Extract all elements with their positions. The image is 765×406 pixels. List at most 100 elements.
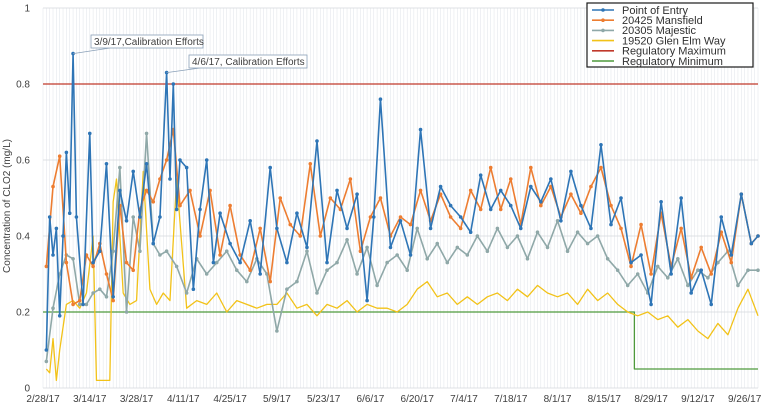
- data-point-point-of-entry: [151, 241, 156, 246]
- data-point-20305-majestic: [164, 249, 169, 253]
- data-point-20305-majestic: [565, 249, 570, 253]
- x-tick-label: 6/6/17: [357, 394, 385, 405]
- data-point-20305-majestic: [184, 291, 189, 295]
- legend-marker-20305-majestic: [601, 28, 605, 33]
- data-point-20305-majestic: [325, 268, 329, 273]
- data-point-20425-mansfield: [699, 245, 704, 250]
- x-tick-label: 9/26/17: [728, 394, 762, 405]
- data-point-20425-mansfield: [478, 207, 483, 212]
- data-point-20425-mansfield: [218, 253, 222, 257]
- data-point-20305-majestic: [665, 276, 670, 280]
- data-point-point-of-entry: [118, 188, 122, 193]
- annotation-box: [90, 34, 204, 49]
- data-point-20425-mansfield: [124, 260, 129, 265]
- data-point-20305-majestic: [746, 268, 750, 273]
- data-point-20425-mansfield: [64, 260, 69, 265]
- data-point-point-of-entry: [408, 253, 413, 257]
- y-tick-label: 0.8: [16, 80, 30, 91]
- data-point-point-of-entry: [57, 314, 62, 318]
- data-point-point-of-entry: [131, 169, 136, 174]
- data-point-20425-mansfield: [378, 196, 383, 200]
- data-point-20425-mansfield: [508, 177, 513, 181]
- data-point-20425-mansfield: [629, 264, 633, 269]
- data-point-20305-majestic: [71, 257, 75, 261]
- data-point-20305-majestic: [716, 260, 720, 265]
- data-point-point-of-entry: [739, 192, 744, 196]
- data-point-point-of-entry: [709, 302, 714, 307]
- annotation-label: 4/6/17, Calibration Efforts: [192, 57, 305, 68]
- data-point-20425-mansfield: [709, 272, 714, 276]
- legend-label-point-of-entry: Point of Entry: [622, 5, 689, 17]
- data-point-point-of-entry: [211, 260, 216, 265]
- data-point-20305-majestic: [77, 302, 82, 307]
- data-point-20425-mansfield: [268, 279, 272, 284]
- data-point-20425-mansfield: [589, 184, 593, 189]
- data-point-20425-mansfield: [71, 302, 75, 307]
- data-point-20425-mansfield: [358, 249, 363, 253]
- x-tick-label: 8/29/17: [634, 394, 668, 405]
- data-point-point-of-entry: [699, 268, 704, 273]
- data-point-20305-majestic: [138, 249, 142, 253]
- data-point-point-of-entry: [388, 245, 393, 250]
- data-point-20305-majestic: [545, 245, 550, 250]
- y-tick-label: 1: [24, 4, 30, 15]
- data-point-20425-mansfield: [649, 272, 653, 276]
- data-point-20305-majestic: [315, 291, 319, 295]
- data-point-point-of-entry: [275, 226, 279, 231]
- x-tick-label: 7/4/17: [450, 394, 478, 405]
- x-tick-label: 7/18/17: [494, 394, 528, 405]
- data-point-20425-mansfield: [258, 226, 262, 231]
- data-point-point-of-entry: [355, 192, 359, 196]
- data-point-20425-mansfield: [144, 188, 149, 193]
- data-point-20305-majestic: [214, 260, 219, 265]
- data-point-point-of-entry: [549, 177, 553, 181]
- legend-label-20305-majestic: 20305 Majestic: [622, 25, 696, 37]
- data-point-20305-majestic: [295, 279, 299, 284]
- y-tick-label: 0: [24, 384, 30, 395]
- data-point-20305-majestic: [158, 253, 162, 257]
- annotation-box: [188, 54, 308, 69]
- data-point-point-of-entry: [61, 234, 65, 238]
- data-point-20425-mansfield: [164, 158, 169, 162]
- data-point-20425-mansfield: [308, 162, 313, 166]
- legend-label-20425-mansfield: 20425 Mansfield: [622, 15, 703, 27]
- legend-marker-20425-mansfield: [601, 18, 605, 23]
- data-point-20425-mansfield: [599, 165, 603, 170]
- x-tick-label: 3/14/17: [73, 394, 107, 405]
- data-point-point-of-entry: [111, 295, 115, 299]
- data-point-point-of-entry: [305, 245, 309, 250]
- data-point-point-of-entry: [719, 215, 724, 219]
- data-point-point-of-entry: [599, 143, 603, 147]
- data-point-20425-mansfield: [408, 222, 413, 227]
- data-point-20305-majestic: [385, 260, 389, 265]
- data-point-20305-majestic: [355, 272, 359, 276]
- y-tick-label: 0.2: [16, 308, 30, 319]
- data-point-20305-majestic: [615, 268, 620, 273]
- data-point-20425-mansfield: [579, 211, 583, 215]
- data-point-20305-majestic: [131, 215, 136, 219]
- data-point-point-of-entry: [589, 226, 593, 231]
- data-point-point-of-entry: [54, 226, 59, 231]
- x-tick-label: 8/15/17: [588, 394, 622, 405]
- data-point-point-of-entry: [295, 211, 299, 215]
- legend-label-regulatory-minimum: Regulatory Minimum: [622, 56, 723, 68]
- data-point-20425-mansfield: [619, 226, 623, 231]
- data-point-point-of-entry: [619, 196, 623, 200]
- data-point-20305-majestic: [686, 283, 690, 288]
- data-point-20305-majestic: [124, 310, 129, 314]
- data-point-20305-majestic: [485, 249, 490, 253]
- data-point-point-of-entry: [418, 127, 423, 132]
- data-point-20305-majestic: [535, 230, 540, 234]
- data-point-20305-majestic: [415, 226, 420, 231]
- data-point-20305-majestic: [625, 283, 630, 288]
- data-point-point-of-entry: [639, 253, 643, 257]
- data-point-20305-majestic: [395, 253, 399, 257]
- data-point-20425-mansfield: [498, 207, 503, 212]
- data-point-20305-majestic: [224, 249, 229, 253]
- data-point-point-of-entry: [478, 173, 483, 177]
- data-point-point-of-entry: [51, 253, 55, 257]
- data-point-point-of-entry: [518, 226, 523, 231]
- series-line-19520-glen-elm-way: [45, 170, 759, 382]
- data-point-point-of-entry: [345, 226, 349, 231]
- data-point-point-of-entry: [438, 184, 443, 189]
